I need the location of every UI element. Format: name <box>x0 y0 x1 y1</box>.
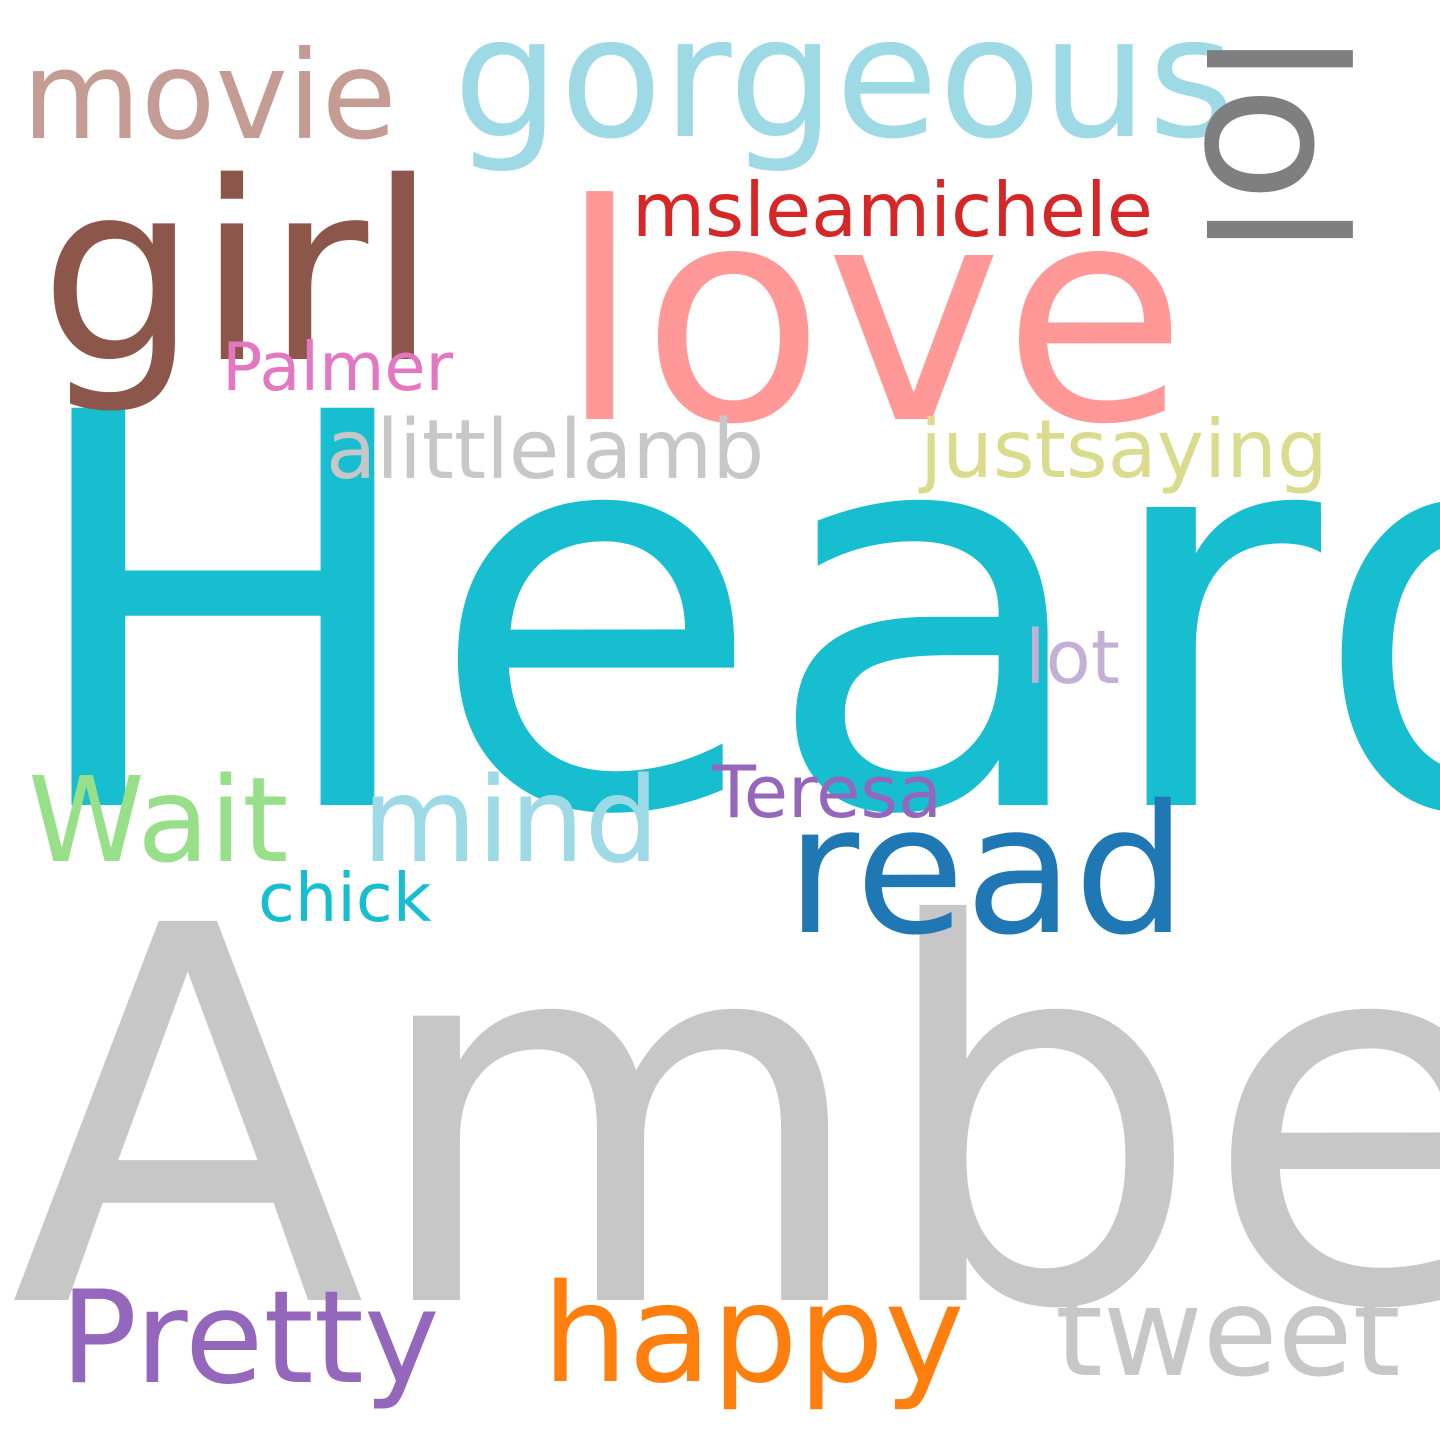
word-tweet: tweet <box>1055 1262 1401 1404</box>
word-wait: Wait <box>28 751 289 889</box>
word-mind: mind <box>362 751 660 889</box>
word-gorgeous: gorgeous <box>453 0 1236 176</box>
word-lot: lot <box>1025 615 1120 701</box>
word-palmer: Palmer <box>222 328 454 406</box>
word-lol: lol <box>1161 32 1384 257</box>
word-heard: Heard <box>18 299 1440 934</box>
word-movie: movie <box>22 25 397 167</box>
word-pretty: Pretty <box>60 1264 440 1413</box>
word-justsaying: justsaying <box>920 403 1328 496</box>
word-read: read <box>786 767 1187 974</box>
word-chick: chick <box>258 859 432 937</box>
word-teresa: Teresa <box>712 750 942 834</box>
word-girl: girl <box>40 130 438 418</box>
word-love: love <box>558 141 1188 490</box>
word-happy: happy <box>542 1256 965 1414</box>
word-amber: Amber <box>10 817 1440 1423</box>
word-msleamichele: msleamichele <box>632 166 1153 254</box>
word-alittlelamb: alittlelamb <box>326 403 765 498</box>
